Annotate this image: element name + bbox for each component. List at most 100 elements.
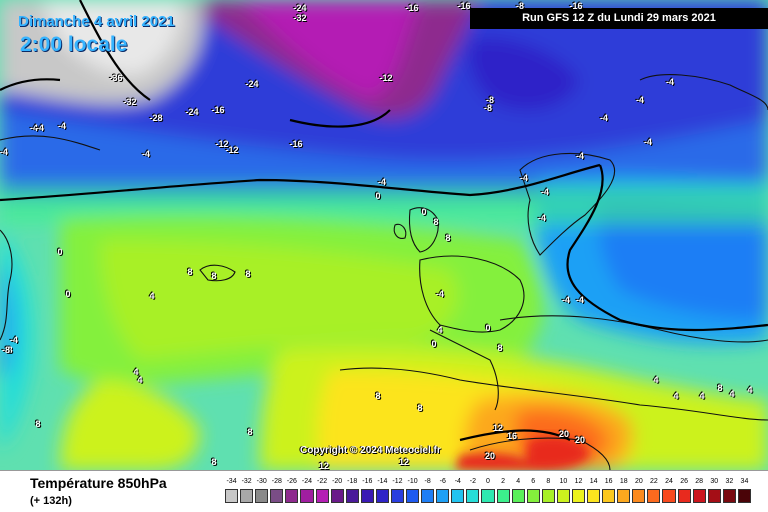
legend-tick-label: -8	[424, 478, 431, 485]
legend-tick-label: 10	[559, 478, 568, 485]
isotherm-label: 8	[717, 383, 723, 393]
isotherm-label: -4	[57, 121, 67, 131]
isotherm-label: -4	[643, 137, 653, 147]
legend-swatch	[556, 489, 570, 503]
isotherm-label: 0	[421, 207, 427, 217]
legend-tick-label: -16	[362, 478, 373, 485]
isotherm-label: 12	[398, 457, 410, 467]
isotherm-label: -4	[35, 123, 45, 133]
temperature-field	[0, 0, 768, 470]
isotherm-label: -4	[141, 149, 151, 159]
isotherm-label: 4	[673, 391, 679, 401]
legend-swatch	[451, 489, 465, 503]
coastlines	[0, 74, 768, 470]
isotherm-label: -4	[575, 295, 585, 305]
isotherm-label: -4	[435, 289, 445, 299]
isotherm-label: -12	[215, 139, 229, 149]
isotherm-label: 4	[437, 325, 443, 335]
legend-swatch	[466, 489, 480, 503]
color-scale-legend: -34 -32 -30 -28 -26 -24 -22 -20 -18 -16 -14 -12 -10-…	[224, 478, 752, 510]
legend-tick-label: -14	[377, 478, 388, 485]
legend-tick-label: 22	[650, 478, 658, 485]
legend-swatch	[587, 489, 601, 503]
legend-tick-label: 0	[486, 478, 490, 485]
isotherm-label: 4	[149, 291, 155, 301]
legend-tick-label: -18	[347, 478, 358, 485]
isotherm-label: 12	[492, 423, 504, 433]
legend-swatch	[421, 489, 435, 503]
isotherm-label: 0	[57, 247, 63, 257]
legend-swatch	[617, 489, 631, 503]
isotherm-label: 8	[445, 233, 451, 243]
isotherm-label: 4	[699, 391, 705, 401]
isotherm-label: 4	[653, 375, 659, 385]
isotherm-label: 0	[65, 289, 71, 299]
isotherm-label: -4	[519, 173, 529, 183]
legend-swatch	[481, 489, 495, 503]
isotherm-label: -24	[293, 3, 307, 13]
legend-swatch	[240, 489, 254, 503]
isotherm-label: 20	[558, 429, 570, 439]
legend-swatch	[692, 489, 706, 503]
legend-tick-label: 34	[740, 478, 749, 485]
isotherm-label: -36	[109, 73, 123, 83]
isotherm-label: 8	[211, 457, 217, 467]
isotherm-label: 4	[133, 367, 139, 377]
isotherm-label: 4	[747, 385, 753, 395]
isotherm-label: 8	[375, 391, 381, 401]
isotherm-label: 8	[417, 403, 423, 413]
isotherm-label: -4	[0, 147, 9, 157]
parameter-title: Température 850hPa	[30, 475, 167, 491]
legend-swatch	[722, 489, 736, 503]
legend-tick-label: -26	[286, 478, 297, 485]
legend-tick-label: -20	[332, 478, 343, 485]
legend-tick-label: 4	[516, 478, 521, 485]
footer-bar: Température 850hPa (+ 132h) -34 -32 -30 -28…	[0, 470, 768, 512]
legend-swatch	[345, 489, 359, 503]
legend-swatch	[390, 489, 405, 503]
isotherm-label: -8	[515, 1, 525, 11]
legend-tick-label: 6	[531, 478, 536, 485]
legend-swatch	[375, 489, 389, 503]
legend-swatch	[300, 489, 314, 503]
isotherm-label: 8	[433, 217, 439, 227]
isotherm-label: 0	[485, 323, 491, 333]
legend-swatch	[270, 489, 284, 503]
legend-swatch	[737, 489, 751, 503]
legend-tick-label: -30	[256, 478, 267, 485]
isotherm-label: -12	[379, 73, 393, 83]
isotherm-label: 8	[497, 343, 503, 353]
isotherm-label: -4	[599, 113, 609, 123]
legend-tick-label: 30	[710, 478, 719, 485]
legend-swatch	[496, 489, 510, 503]
isotherm-label: 8	[35, 419, 41, 429]
legend-swatch	[511, 489, 525, 503]
isotherm-label: 0	[431, 339, 437, 349]
legend-tick-label: 2	[501, 478, 506, 485]
legend-swatch	[571, 489, 586, 503]
isotherm-label: -4	[540, 187, 550, 197]
legend-swatch	[436, 489, 450, 503]
temperature-map	[0, 0, 768, 470]
legend-tick-label: 24	[665, 478, 673, 485]
legend-tick-label: 14	[589, 478, 598, 485]
isotherm-label: -12	[225, 145, 239, 155]
legend-tick-label: 26	[680, 478, 689, 485]
legend-tick-label: -4	[454, 478, 461, 485]
legend-tick-label: 12	[574, 478, 583, 485]
isotherm-label: 8	[247, 427, 253, 437]
isotherm-label: -16	[569, 1, 583, 11]
isotherm-label: -4	[29, 123, 39, 133]
isotherm-label: 20	[484, 451, 496, 461]
isotherm-label: -28	[149, 113, 163, 123]
legend-swatch	[315, 489, 329, 503]
model-run-label: Run GFS 12 Z du Lundi 29 mars 2021	[470, 8, 768, 29]
legend-tick-label: 16	[604, 478, 613, 485]
isotherm-label: -4	[537, 213, 547, 223]
legend-tick-label: 32	[725, 478, 734, 485]
isotherm-label: 16	[506, 431, 518, 441]
legend-swatch	[677, 489, 691, 503]
isotherm-label: 8	[245, 269, 251, 279]
main-isotherms	[0, 0, 768, 442]
legend-tick-label: -22	[316, 478, 328, 485]
